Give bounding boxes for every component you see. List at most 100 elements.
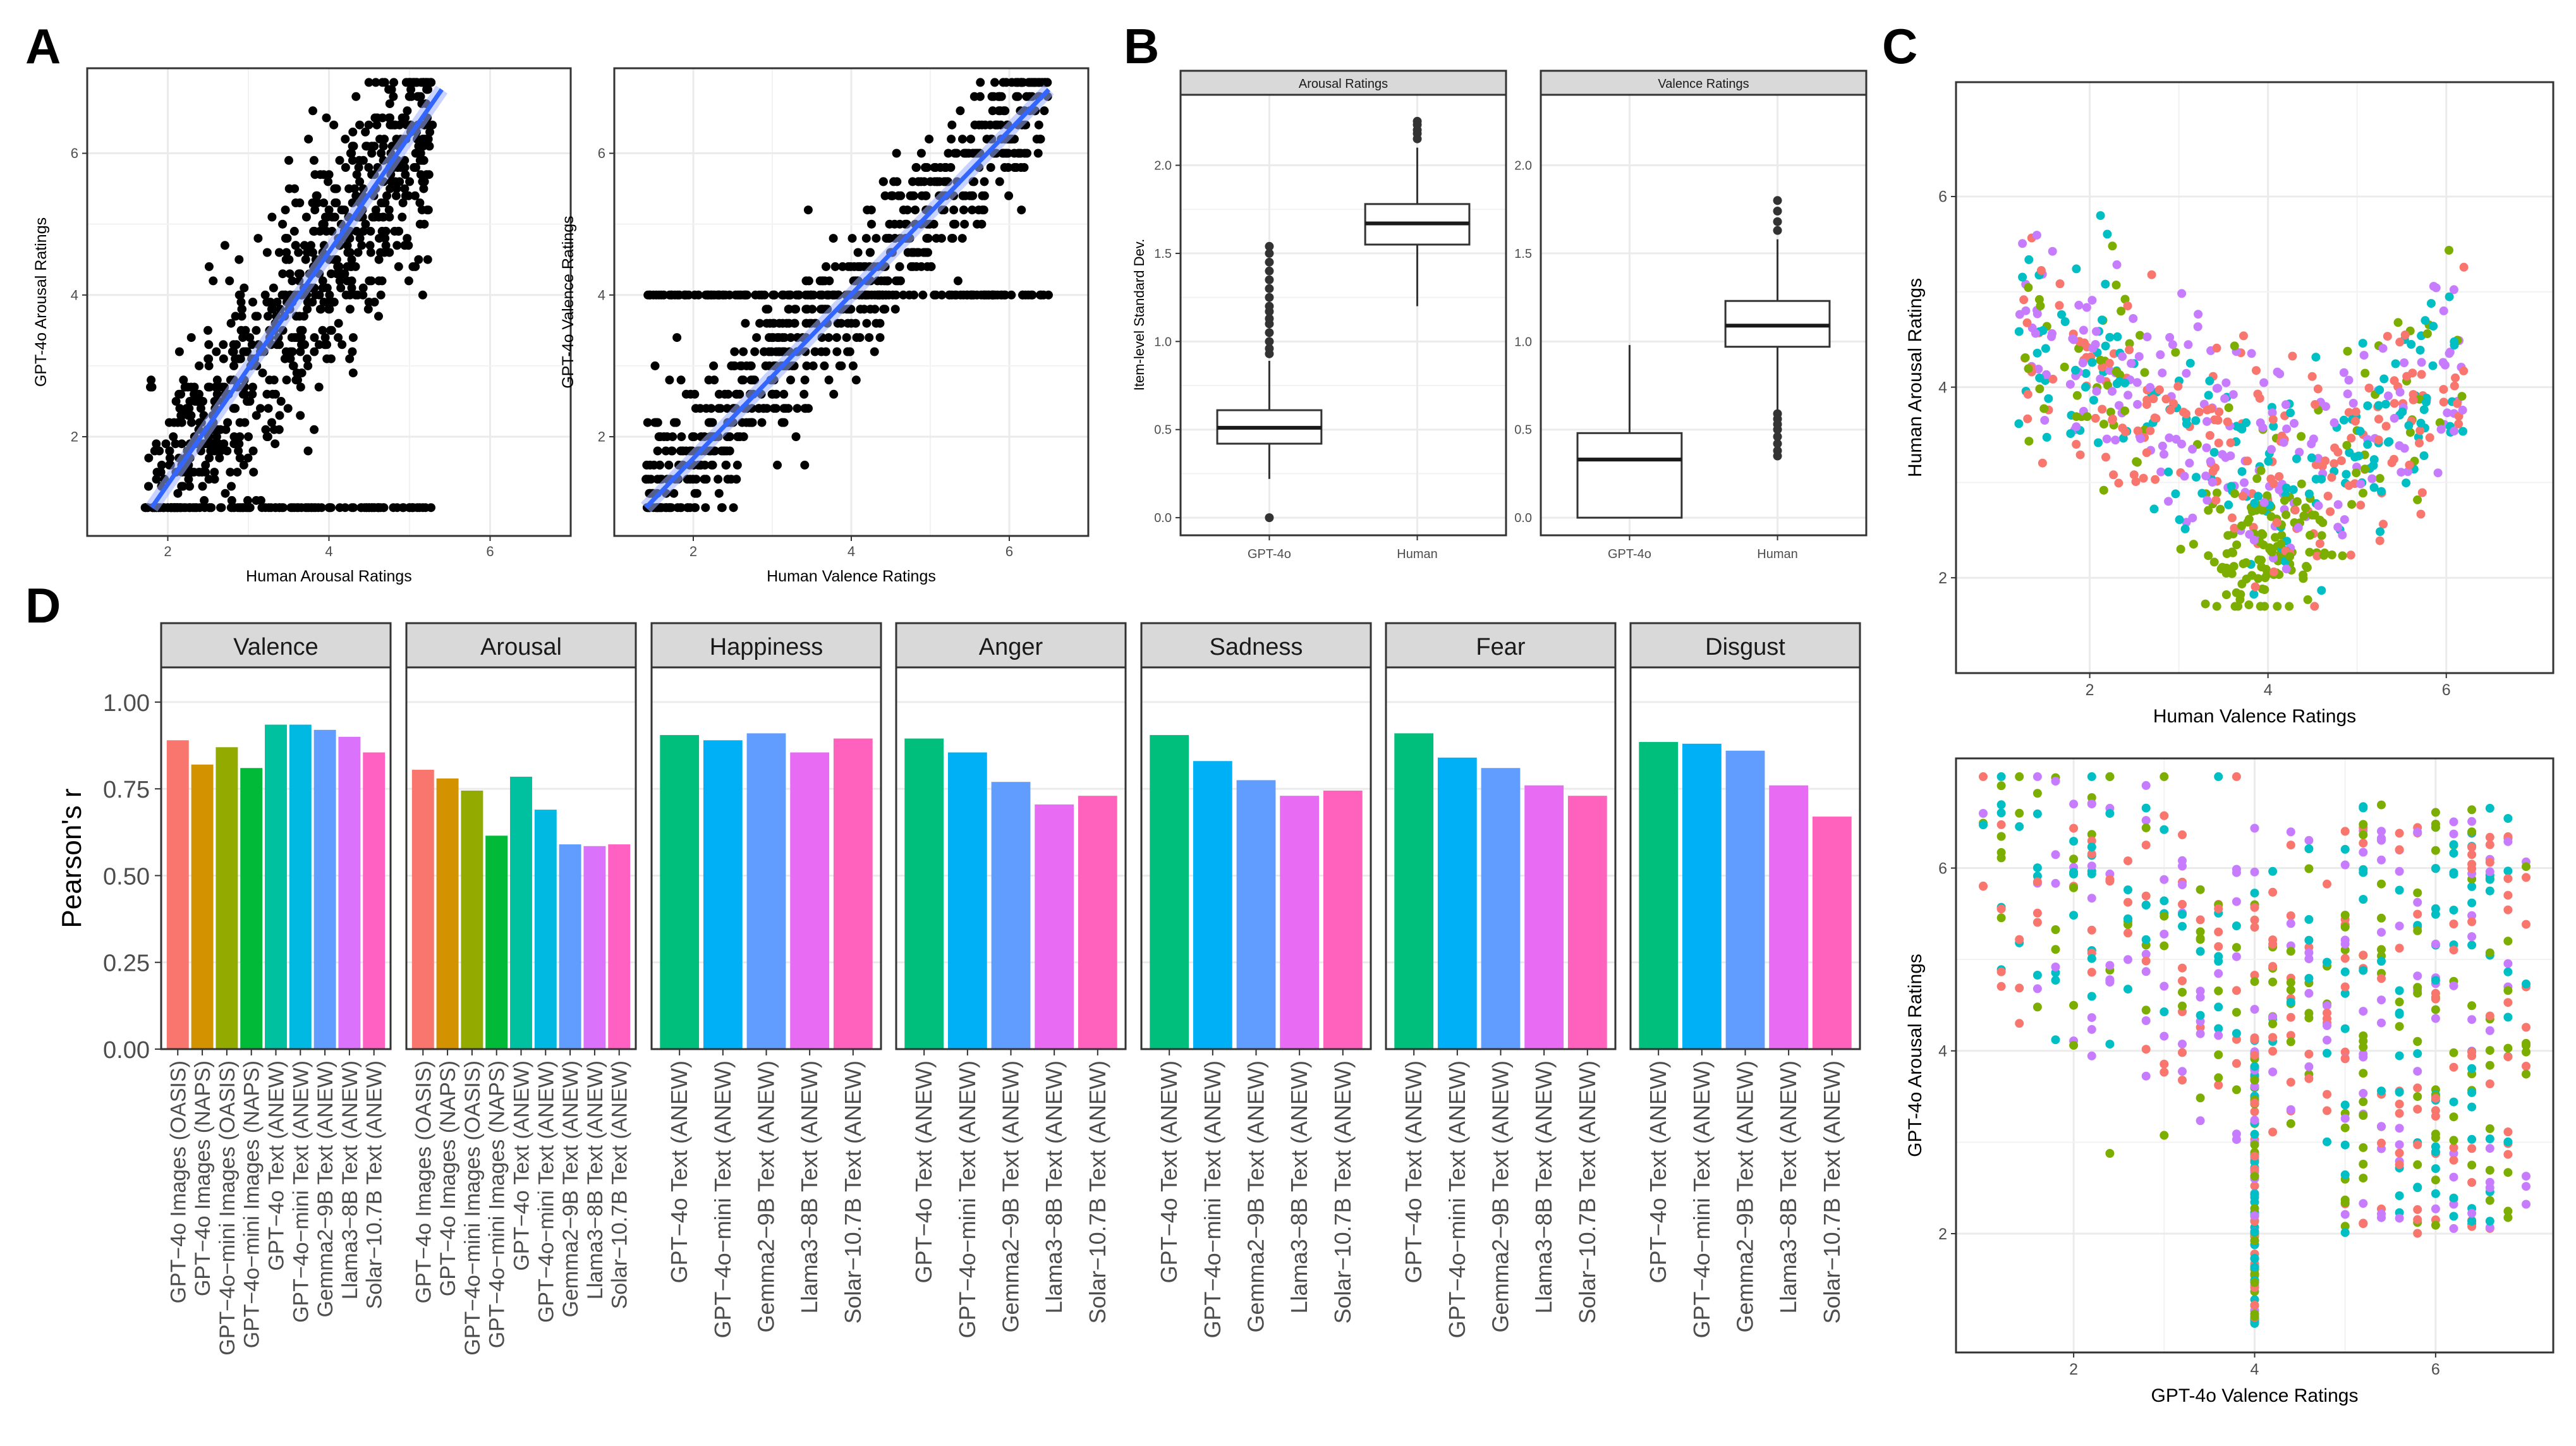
data-point [2216,504,2225,514]
data-point [318,325,327,335]
data-point [1996,981,2006,991]
data-point [2275,472,2284,481]
data-point [2087,830,2096,839]
data-point [220,241,229,250]
data-point [2208,466,2218,476]
data-point [2141,1006,2151,1015]
data-point [2065,380,2075,389]
data-point [2395,337,2405,347]
data-point [2307,453,2316,463]
data-point [2088,344,2098,353]
data-point [2051,878,2060,888]
data-point [1996,808,2006,818]
data-point [307,241,315,250]
x-tick-label: Llama3−8B Text (ANEW) [583,1060,607,1299]
data-point [2340,1123,2350,1133]
data-point [2205,431,2215,440]
data-point [2232,1029,2241,1038]
data-point [2072,412,2081,422]
panel-c-gpt-y-tick-label: 6 [1938,860,1947,877]
data-point [2232,1085,2241,1095]
data-point [2123,897,2132,907]
data-point [2304,914,2314,924]
data-point [2141,900,2151,909]
data-point [303,361,313,370]
x-tick-label: Solar−10.7B Text (ANEW) [1574,1060,1600,1324]
x-tick-label: GPT−4o Images (OASIS) [166,1060,190,1304]
data-point [212,347,221,356]
data-point [2340,860,2350,870]
data-point [2250,1172,2259,1181]
data-point [2344,408,2354,417]
data-point [204,361,214,370]
data-point [2204,506,2213,515]
data-point [198,482,207,491]
data-point [248,389,257,399]
data-point [324,177,333,186]
data-point [294,269,303,279]
data-point [731,290,740,300]
data-point [278,269,288,279]
panel-a-arousal-y-tick-label: 2 [71,429,78,445]
data-point [281,205,290,215]
x-tick-label: Gemma2−9B Text (ANEW) [1243,1060,1269,1332]
data-point [2180,524,2190,533]
panel-b-valence-strip-label: Valence Ratings [1658,77,1749,91]
data-point [2304,1009,2314,1018]
data-point [2069,868,2079,877]
data-point [258,368,267,378]
data-point [2051,850,2060,860]
data-point [2467,1160,2477,1170]
data-point [205,382,214,392]
data-point [2485,1079,2494,1088]
data-point [773,460,782,470]
data-point [2395,1088,2404,1097]
data-point [701,503,710,513]
data-point [882,290,891,300]
box-outlier [1265,301,1274,311]
box-outlier [1773,226,1782,235]
data-point [2087,1024,2096,1034]
data-point [2035,384,2044,394]
data-point [186,333,196,343]
data-point [791,305,800,314]
data-point [2377,928,2386,937]
data-point [2141,816,2151,825]
data-point [829,389,839,399]
data-point [800,460,810,470]
data-point [2055,301,2064,310]
data-point [911,163,921,172]
data-point [425,142,434,151]
data-point [2232,540,2242,550]
data-point [348,368,358,378]
data-point [239,460,248,470]
data-point [894,276,902,286]
data-point [2048,374,2058,384]
data-point [2160,1067,2169,1077]
data-point [2339,368,2348,377]
data-point [308,106,317,116]
data-point [325,503,335,513]
data-point [2402,372,2412,381]
data-point [2485,1165,2494,1175]
data-point [2330,418,2339,427]
bar [746,733,786,1049]
data-point [2275,485,2284,494]
panel-c-gpt-points [1979,772,2530,1328]
data-point [2449,920,2458,928]
data-point [2314,454,2323,463]
data-point [1022,92,1031,101]
data-point [261,425,270,434]
x-tick-label: Llama3−8B Text (ANEW) [1531,1060,1557,1313]
data-point [173,489,183,498]
data-point [665,375,674,385]
data-point [2485,840,2494,849]
data-point [234,255,244,264]
data-point [2467,1088,2477,1097]
data-point [958,191,968,200]
data-point [2433,468,2443,478]
data-point [217,503,226,513]
data-point [2242,574,2251,584]
data-point [959,290,968,300]
data-point [2522,1182,2530,1191]
